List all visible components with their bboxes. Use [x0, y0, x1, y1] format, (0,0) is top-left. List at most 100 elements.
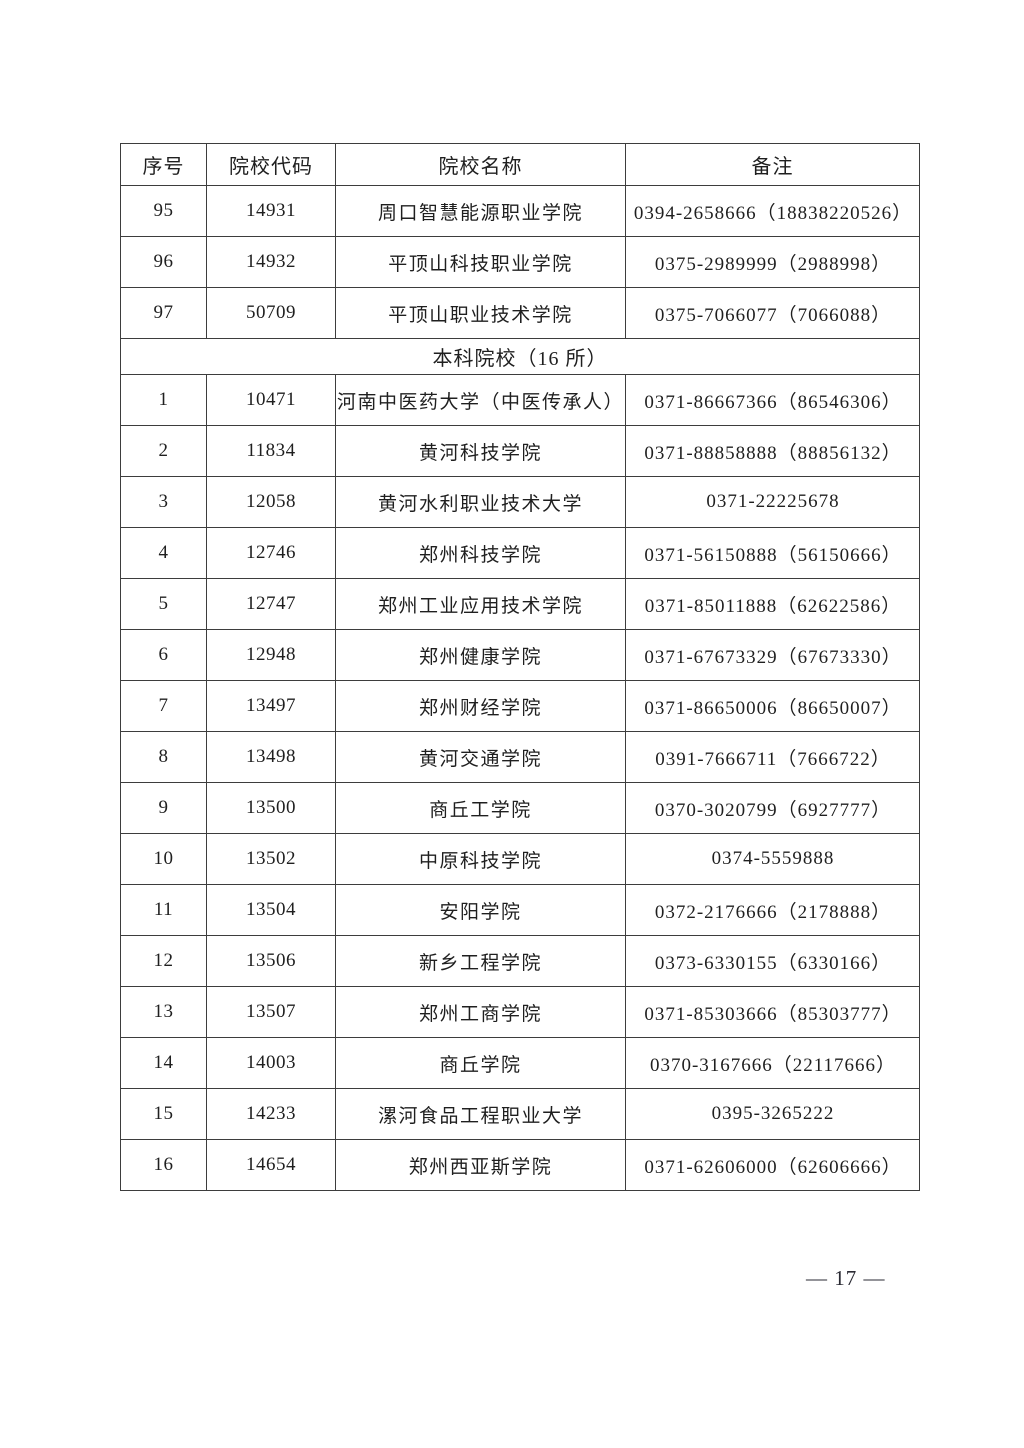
row-code-cell: 13507	[206, 986, 336, 1038]
row-name-cell: 漯河食品工程职业大学	[335, 1088, 626, 1140]
page-number: — 17 —	[806, 1266, 886, 1290]
table-row: 10 13502 中原科技学院 0374-5559888	[120, 833, 920, 885]
column-header-remark: 备注	[625, 143, 920, 186]
row-remark-cell: 0372-2176666（2178888）	[625, 884, 920, 936]
table-header: 序号 院校代码 院校名称 备注	[120, 143, 920, 186]
row-serial-cell: 2	[120, 425, 207, 477]
row-name-cell: 郑州科技学院	[335, 527, 626, 579]
row-name-cell: 商丘工学院	[335, 782, 626, 834]
row-remark-cell: 0370-3167666（22117666）	[625, 1037, 920, 1089]
table-row: 11 13504 安阳学院 0372-2176666（2178888）	[120, 884, 920, 936]
row-serial-cell: 4	[120, 527, 207, 579]
section-header-cell: 本科院校（16 所）	[120, 338, 920, 375]
row-remark-cell: 0371-86650006（86650007）	[625, 680, 920, 732]
row-name-cell: 黄河水利职业技术大学	[335, 476, 626, 528]
table-row: 5 12747 郑州工业应用技术学院 0371-85011888（62622586）	[120, 578, 920, 630]
row-code-cell: 14654	[206, 1139, 336, 1191]
row-name-cell: 郑州西亚斯学院	[335, 1139, 626, 1191]
table-row: 4 12746 郑州科技学院 0371-56150888（56150666）	[120, 527, 920, 579]
table-row: 8 13498 黄河交通学院 0391-7666711（7666722）	[120, 731, 920, 783]
row-remark-cell: 0395-3265222	[625, 1088, 920, 1140]
row-remark-cell: 0375-2989999（2988998）	[625, 236, 920, 288]
table-row: 7 13497 郑州财经学院 0371-86650006（86650007）	[120, 680, 920, 732]
row-code-cell: 13504	[206, 884, 336, 936]
row-remark-cell: 0391-7666711（7666722）	[625, 731, 920, 783]
row-remark-cell: 0371-85011888（62622586）	[625, 578, 920, 630]
row-name-cell: 中原科技学院	[335, 833, 626, 885]
row-name-cell: 黄河科技学院	[335, 425, 626, 477]
college-contact-table: 序号 院校代码 院校名称 备注 9 5 14931 周口智慧能源职业学院 0394-26…	[120, 143, 920, 1191]
row-code-cell: 13500	[206, 782, 336, 834]
row-name-cell: 平顶山职业技术学院	[335, 287, 626, 339]
row-serial-cell: 14	[120, 1037, 207, 1089]
row-serial-cell: 3	[120, 476, 207, 528]
row-serial-cell: 5	[120, 578, 207, 630]
row-remark-cell: 0374-5559888	[625, 833, 920, 885]
row-code-cell: 14932	[206, 236, 336, 288]
row-remark-cell: 0375-7066077（7066088）	[625, 287, 920, 339]
row-name-cell: 黄河交通学院	[335, 731, 626, 783]
row-remark-cell: 0371-85303666（85303777）	[625, 986, 920, 1038]
row-name-cell: 郑州工业应用技术学院	[335, 578, 626, 630]
table-row: 95 14931 周口智慧能源职业学院 0394-2658666（1883822052…	[120, 185, 920, 237]
row-name-cell: 商丘学院	[335, 1037, 626, 1089]
row-name-cell: 新乡工程学院	[335, 935, 626, 987]
row-code-cell: 12948	[206, 629, 336, 681]
section-header-row: 本科院校（16 所）	[120, 338, 920, 375]
row-remark-cell: 0394-2658666（18838220526）	[625, 185, 920, 237]
table-body: 9 5 14931 周口智慧能源职业学院 0394-2658666（1883822052…	[120, 185, 920, 1191]
row-serial-cell: 12	[120, 935, 207, 987]
row-code-cell: 13498	[206, 731, 336, 783]
row-name-cell: 郑州工商学院	[335, 986, 626, 1038]
row-name-cell: 安阳学院	[335, 884, 626, 936]
table-row: 1 10471 河南中医药大学（中医传承人） 0371-86667366（865463…	[120, 374, 920, 426]
row-remark-cell: 0371-88858888（88856132）	[625, 425, 920, 477]
row-remark-cell: 0371-56150888（56150666）	[625, 527, 920, 579]
row-remark-cell: 0371-22225678	[625, 476, 920, 528]
row-code-cell: 14003	[206, 1037, 336, 1089]
row-serial-cell: 8	[120, 731, 207, 783]
row-code-cell: 12746	[206, 527, 336, 579]
table-row: 16 14654 郑州西亚斯学院 0371-62606000（62606666）	[120, 1139, 920, 1191]
row-serial-cell: 16	[120, 1139, 207, 1191]
row-code-cell: 11834	[206, 425, 336, 477]
row-code-cell: 12058	[206, 476, 336, 528]
table-row: 14 14003 商丘学院 0370-3167666（22117666）	[120, 1037, 920, 1089]
row-remark-cell: 0371-62606000（62606666）	[625, 1139, 920, 1191]
row-serial-cell: 6	[120, 629, 207, 681]
table-row: 3 12058 黄河水利职业技术大学 0371-22225678	[120, 476, 920, 528]
row-code-cell: 13497	[206, 680, 336, 732]
row-code-cell: 13502	[206, 833, 336, 885]
row-remark-cell: 0370-3020799（6927777）	[625, 782, 920, 834]
row-code-cell: 50709	[206, 287, 336, 339]
table-row: 2 11834 黄河科技学院 0371-88858888（88856132）	[120, 425, 920, 477]
row-name-cell: 郑州健康学院	[335, 629, 626, 681]
row-name-cell: 郑州财经学院	[335, 680, 626, 732]
table-row: 12 13506 新乡工程学院 0373-6330155（6330166）	[120, 935, 920, 987]
row-code-cell: 10471	[206, 374, 336, 426]
row-serial-cell: 13	[120, 986, 207, 1038]
row-serial-cell: 9	[120, 782, 207, 834]
row-code-cell: 14931	[206, 185, 336, 237]
row-serial-cell: 15	[120, 1088, 207, 1140]
row-remark-cell: 0373-6330155（6330166）	[625, 935, 920, 987]
table-row: 9 13500 商丘工学院 0370-3020799（6927777）	[120, 782, 920, 834]
row-name-cell: 周口智慧能源职业学院	[335, 185, 626, 237]
row-serial-cell: 10	[120, 833, 207, 885]
row-serial-cell: 7	[120, 680, 207, 732]
row-name-cell: 河南中医药大学（中医传承人）	[335, 374, 626, 426]
row-code-cell: 14233	[206, 1088, 336, 1140]
column-header-name: 院校名称	[335, 143, 626, 186]
table-row: 15 14233 漯河食品工程职业大学 0395-3265222	[120, 1088, 920, 1140]
row-code-cell: 13506	[206, 935, 336, 987]
header-row: 序号 院校代码 院校名称 备注	[120, 143, 920, 186]
row-code-cell: 12747	[206, 578, 336, 630]
table-row: 96 14932 平顶山科技职业学院 0375-2989999（2988998）	[120, 236, 920, 288]
row-serial-cell: 96	[120, 236, 207, 288]
row-remark-cell: 0371-67673329（67673330）	[625, 629, 920, 681]
row-serial-cell: 11	[120, 884, 207, 936]
row-remark-cell: 0371-86667366（86546306）	[625, 374, 920, 426]
row-serial-cell: 1	[120, 374, 207, 426]
column-header-code: 院校代码	[206, 143, 336, 186]
